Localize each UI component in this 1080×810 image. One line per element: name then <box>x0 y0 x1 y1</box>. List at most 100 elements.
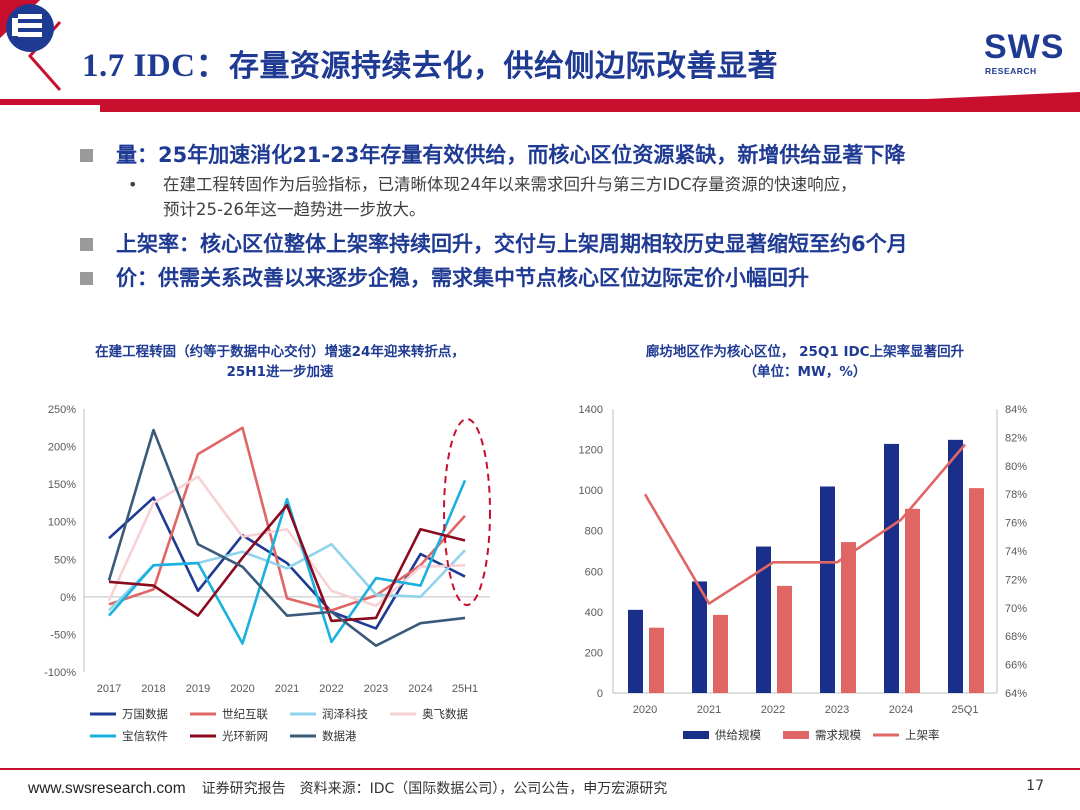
x-tick-label: 25Q1 <box>952 704 979 716</box>
right-chart-title: 廊坊地区作为核心区位， 25Q1 IDC上架率显著回升 （单位：MW，%） <box>555 342 1055 382</box>
bullet-price: 价：供需关系改善以来逐步企稳，需求集中节点核心区位边际定价小幅回升 <box>76 261 1066 295</box>
y2-tick-label: 78% <box>1005 489 1027 501</box>
y2-tick-label: 80% <box>1005 461 1027 473</box>
series-line-rack-rate <box>643 443 966 605</box>
series-line <box>108 542 466 612</box>
y2-tick-label: 72% <box>1005 574 1027 586</box>
left-chart-title-line1: 在建工程转固（约等于数据中心交付）增速24年迎来转折点， <box>95 344 465 360</box>
y2-tick-label: 68% <box>1005 631 1027 643</box>
sub-bullet-line-1: • 在建工程转固作为后验指标，已清晰体现24年以来需求回升与第三方IDC存量资源… <box>76 172 1066 197</box>
bar-supply <box>884 443 899 693</box>
y-tick-label: 1400 <box>579 404 603 416</box>
y-tick-label: 1200 <box>579 445 603 457</box>
sws-logo-icon <box>6 4 54 52</box>
y-tick-label: 0% <box>60 592 76 604</box>
x-tick-label: 2020 <box>230 683 254 695</box>
footer-divider <box>0 768 1080 770</box>
page-title: 1.7 IDC：存量资源持续去化，供给侧边际改善显著 <box>82 38 778 86</box>
bullet-volume-sub: • 在建工程转固作为后验指标，已清晰体现24年以来需求回升与第三方IDC存量资源… <box>76 172 1066 222</box>
right-chart-title-line2: （单位：MW，%） <box>743 364 867 380</box>
y2-tick-label: 76% <box>1005 518 1027 530</box>
y-tick-label: 100% <box>48 517 76 529</box>
bar-chart-langfang: 1400 1200 1000 800 600 400 200 0 84% 82% 80% 78% 76%… <box>579 404 1028 742</box>
left-chart-title-line2: 25H1进一步加速 <box>226 364 334 380</box>
footer-source: www.swsresearch.com 证券研究报告 资料来源：IDC（国际数据公… <box>28 778 667 798</box>
page-title-main: 存量资源持续去化，供给侧边际改善显著 <box>229 49 779 84</box>
series-line <box>107 475 466 608</box>
y2-tick-label: 74% <box>1005 546 1027 558</box>
logo-subtext: RESEARCH <box>985 66 1037 76</box>
series-line <box>108 426 466 612</box>
legend-label: 供给规模 <box>715 728 761 742</box>
y-tick-label: 1000 <box>579 485 603 497</box>
square-bullet-icon <box>80 149 93 162</box>
dot-bullet-icon: • <box>128 175 138 194</box>
y-tick-label: -50% <box>50 629 76 641</box>
legend-label: 宝信软件 <box>122 729 168 743</box>
legend-label: 需求规模 <box>815 728 861 742</box>
left-chart-title: 在建工程转固（约等于数据中心交付）增速24年迎来转折点， 25H1进一步加速 <box>30 342 530 382</box>
bullet-price-text: 价：供需关系改善以来逐步企稳，需求集中节点核心区位边际定价小幅回升 <box>116 266 809 290</box>
x-tick-label: 2022 <box>319 683 343 695</box>
y2-tick-label: 66% <box>1005 660 1027 672</box>
x-tick-label: 25H1 <box>452 683 478 695</box>
series-line <box>108 503 466 623</box>
y-tick-label: 200% <box>48 442 76 454</box>
legend-label: 光环新网 <box>222 729 268 743</box>
footer-text: 证券研究报告 资料来源：IDC（国际数据公司），公司公告，申万宏源研究 <box>201 781 668 797</box>
x-tick-label: 2023 <box>825 704 849 716</box>
legend-label: 奥飞数据 <box>422 707 468 721</box>
legend-label: 世纪互联 <box>222 707 268 721</box>
sub-bullet-text-2: 预计25-26年这一趋势进一步放大。 <box>163 200 426 219</box>
x-tick-label: 2021 <box>697 704 721 716</box>
sub-bullet-line-2: 预计25-26年这一趋势进一步放大。 <box>76 197 1066 222</box>
legend-swatch <box>783 731 809 739</box>
y-tick-label: 250% <box>48 404 76 416</box>
bullet-rack-rate-text: 上架率：核心区位整体上架率持续回升，交付与上架周期相较历史显著缩短至约6个月 <box>116 232 908 256</box>
x-tick-label: 2020 <box>633 704 657 716</box>
y-tick-label: 400 <box>585 607 603 619</box>
x-tick-label: 2022 <box>761 704 785 716</box>
logo-text: SWS <box>984 28 1065 66</box>
legend-label: 上架率 <box>905 728 940 742</box>
y-tick-label: 600 <box>585 566 603 578</box>
x-tick-label: 2017 <box>97 683 121 695</box>
bullet-volume: 量：25年加速消化21-23年存量有效供给，而核心区位资源紧缺，新增供给显著下降 <box>76 138 1066 172</box>
square-bullet-icon <box>80 238 93 251</box>
bar-supply <box>948 439 963 693</box>
series-line <box>108 479 467 645</box>
bullet-volume-text: 量：25年加速消化21-23年存量有效供给，而核心区位资源紧缺，新增供给显著下降 <box>116 143 906 167</box>
bar-demand <box>841 542 856 693</box>
highlight-ellipse <box>443 418 491 606</box>
y-tick-label: 0 <box>597 688 603 700</box>
page-title-prefix: 1.7 IDC： <box>82 48 230 84</box>
legend-label: 数据港 <box>322 729 357 743</box>
x-tick-label: 2024 <box>408 683 432 695</box>
bar-demand <box>905 508 920 693</box>
y2-tick-label: 70% <box>1005 603 1027 615</box>
bar-demand <box>713 614 728 693</box>
bar-supply <box>692 581 707 693</box>
x-tick-label: 2018 <box>141 683 165 695</box>
footer-url[interactable]: www.swsresearch.com <box>28 780 186 797</box>
y-tick-label: -100% <box>44 667 76 679</box>
sub-bullet-text-1: 在建工程转固作为后验指标，已清晰体现24年以来需求回升与第三方IDC存量资源的快… <box>163 175 857 194</box>
y-tick-label: 50% <box>54 554 76 566</box>
legend-label: 万国数据 <box>122 707 168 721</box>
bar-supply <box>756 546 771 693</box>
bar-demand <box>777 585 792 693</box>
x-tick-label: 2024 <box>889 704 913 716</box>
y2-tick-label: 82% <box>1005 432 1027 444</box>
bar-demand <box>969 488 984 693</box>
bullet-list: 量：25年加速消化21-23年存量有效供给，而核心区位资源紧缺，新增供给显著下降… <box>76 138 1066 295</box>
right-chart-title-line1: 廊坊地区作为核心区位， 25Q1 IDC上架率显著回升 <box>645 344 965 360</box>
bullet-rack-rate: 上架率：核心区位整体上架率持续回升，交付与上架周期相较历史显著缩短至约6个月 <box>76 227 1066 261</box>
y2-tick-label: 64% <box>1005 688 1027 700</box>
line-chart-idc-growth: 250% 200% 150% 100% 50% 0% -50% -100% 2017 2018 20… <box>44 404 491 743</box>
bar-supply <box>820 486 835 693</box>
series-line <box>107 428 466 647</box>
legend-label: 润泽科技 <box>322 707 368 721</box>
y-tick-label: 800 <box>585 526 603 538</box>
header: 1.7 IDC：存量资源持续去化，供给侧边际改善显著 SWS RESEARCH <box>0 0 1080 112</box>
page-number: 17 <box>1026 778 1044 794</box>
